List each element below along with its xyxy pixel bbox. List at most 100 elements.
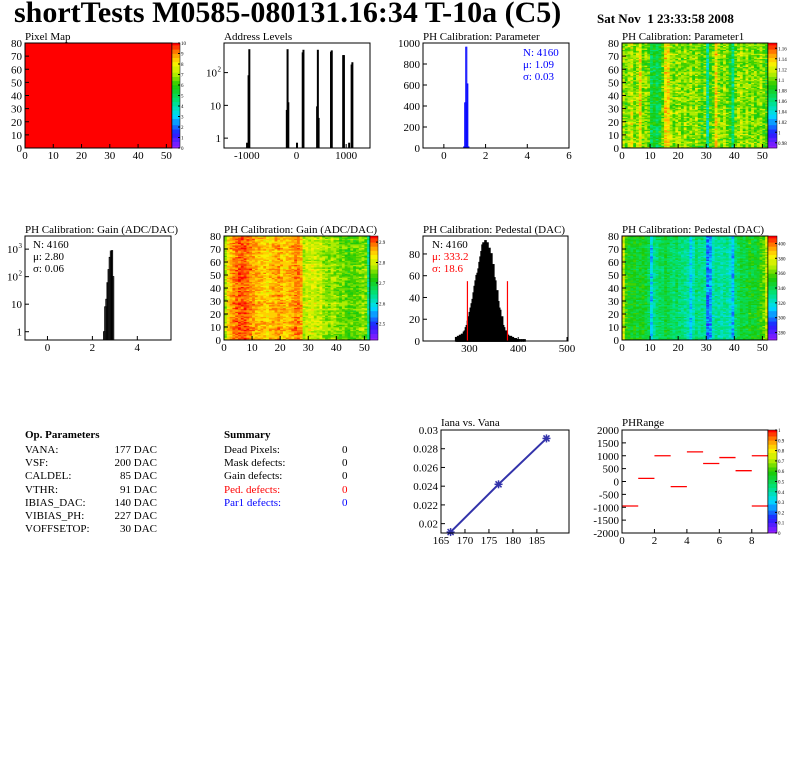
heatmap-cell <box>686 116 690 119</box>
heatmap-cell <box>641 98 645 100</box>
heatmap-cell <box>731 96 735 99</box>
heatmap-cell <box>622 60 626 62</box>
heatmap-cell <box>652 142 656 145</box>
heatmap-cell <box>675 90 679 92</box>
heatmap-cell <box>669 145 673 147</box>
heatmap-cell <box>703 69 707 71</box>
heatmap-cell <box>622 75 626 78</box>
heatmap-cell <box>661 71 665 74</box>
y-tick-label: 200 <box>404 122 421 134</box>
heatmap-cell <box>641 82 645 84</box>
heatmap-cell <box>644 119 648 121</box>
heatmap-cell <box>714 133 718 136</box>
heatmap-cell <box>647 111 651 113</box>
heatmap-cell <box>728 112 732 115</box>
heatmap-cell <box>683 106 687 108</box>
heatmap-cell <box>644 100 648 103</box>
colorbar-step <box>768 97 777 100</box>
heatmap-cell <box>731 99 735 102</box>
heatmap-cell <box>658 111 662 113</box>
heatmap-cell <box>686 146 690 149</box>
heatmap-cell <box>638 94 642 96</box>
heatmap-cell <box>720 75 724 78</box>
heatmap-cell <box>636 85 640 87</box>
heatmap-cell <box>717 103 721 105</box>
heatmap-cell <box>647 115 651 117</box>
heatmap-cell <box>675 119 679 121</box>
heatmap-cell <box>641 125 645 128</box>
heatmap-cell <box>650 136 654 138</box>
heatmap-cell <box>672 57 676 60</box>
heatmap-cell <box>714 111 718 113</box>
heatmap-cell <box>683 45 687 48</box>
heatmap-cell <box>658 134 662 137</box>
heatmap-cell <box>666 64 671 66</box>
heatmap-cell <box>644 137 648 140</box>
heatmap-cell <box>731 102 735 104</box>
heatmap-cell <box>720 117 724 120</box>
heatmap-cell <box>655 57 659 60</box>
heatmap-cell <box>680 75 685 78</box>
heatmap-cell <box>641 130 645 133</box>
heatmap-cell <box>624 49 628 52</box>
heatmap-cell <box>658 94 662 96</box>
heatmap-cell <box>728 123 732 125</box>
heatmap-cell <box>714 83 718 86</box>
heatmap-cell <box>624 111 628 113</box>
heatmap-cell <box>633 121 637 124</box>
heatmap-cell <box>633 46 637 49</box>
heatmap-cell <box>647 46 651 49</box>
heatmap-cell <box>731 130 735 133</box>
heatmap-cell <box>725 145 729 147</box>
heatmap-cell <box>709 50 713 53</box>
colorbar-step <box>172 133 180 136</box>
heatmap-cell <box>731 115 735 117</box>
heatmap-cell <box>647 49 651 52</box>
heatmap-cell <box>714 45 718 48</box>
heatmap-cell <box>700 115 704 117</box>
heatmap-cell <box>666 52 671 54</box>
colorbar-step <box>768 133 777 136</box>
heatmap-cell <box>636 141 640 144</box>
heatmap-cell <box>728 43 732 45</box>
heatmap-cell <box>683 121 687 124</box>
colorbar-step <box>172 137 180 140</box>
colorbar-step <box>172 74 180 77</box>
plot-frame <box>223 42 371 149</box>
heatmap-cell <box>624 109 628 112</box>
heatmap-cell <box>655 108 659 111</box>
heatmap-cell <box>675 66 679 69</box>
heatmap-cell <box>622 124 626 126</box>
heatmap-cell <box>711 132 715 134</box>
heatmap-cell <box>723 124 727 126</box>
heatmap-cell <box>709 140 713 142</box>
heatmap-cell <box>731 50 735 53</box>
heatmap-cell <box>661 58 665 61</box>
heatmap-cell <box>692 137 696 140</box>
heatmap-cell <box>664 60 668 62</box>
heatmap-cell <box>697 124 701 126</box>
heatmap-cell <box>652 91 656 94</box>
heatmap-cell <box>692 87 696 90</box>
heatmap-cell <box>638 146 642 149</box>
heatmap-cell <box>714 145 718 147</box>
heatmap-cell <box>630 65 634 67</box>
heatmap-cell <box>641 79 645 82</box>
heatmap-cell <box>728 116 732 119</box>
heatmap-cell <box>689 102 693 104</box>
heatmap-cell <box>700 46 704 49</box>
heatmap-cell <box>658 44 662 46</box>
heatmap-cell <box>664 112 668 115</box>
heatmap-cell <box>622 82 626 84</box>
heatmap-cell <box>672 141 676 144</box>
heatmap-cell <box>703 62 707 65</box>
heatmap-cell <box>672 58 676 61</box>
heatmap-cell <box>647 98 651 100</box>
heatmap-cell <box>717 140 721 142</box>
heatmap-cell <box>638 43 642 45</box>
heatmap-cell <box>644 120 648 123</box>
colorbar-tick-label: 1 <box>181 137 184 142</box>
heatmap-cell <box>689 107 693 109</box>
heatmap-cell <box>666 116 671 119</box>
heatmap-cell <box>720 107 724 109</box>
